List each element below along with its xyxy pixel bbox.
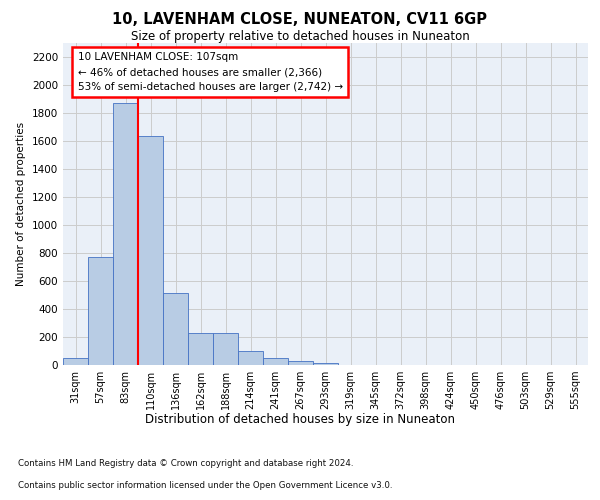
Bar [163,294,188,365]
Bar [288,361,313,365]
Bar [113,103,138,365]
Bar [88,257,113,365]
Bar [213,333,238,365]
Bar [313,363,338,365]
Y-axis label: Number of detached properties: Number of detached properties [16,122,26,286]
Text: Distribution of detached houses by size in Nuneaton: Distribution of detached houses by size … [145,412,455,426]
Text: 10, LAVENHAM CLOSE, NUNEATON, CV11 6GP: 10, LAVENHAM CLOSE, NUNEATON, CV11 6GP [113,12,487,28]
Text: Contains public sector information licensed under the Open Government Licence v3: Contains public sector information licen… [18,481,392,490]
Bar [138,136,163,365]
Bar [63,358,88,365]
Text: Contains HM Land Registry data © Crown copyright and database right 2024.: Contains HM Land Registry data © Crown c… [18,458,353,468]
Text: 10 LAVENHAM CLOSE: 107sqm
← 46% of detached houses are smaller (2,366)
53% of se: 10 LAVENHAM CLOSE: 107sqm ← 46% of detac… [77,52,343,92]
Text: Size of property relative to detached houses in Nuneaton: Size of property relative to detached ho… [131,30,469,43]
Bar [238,351,263,365]
Bar [263,358,288,365]
Bar [188,333,213,365]
